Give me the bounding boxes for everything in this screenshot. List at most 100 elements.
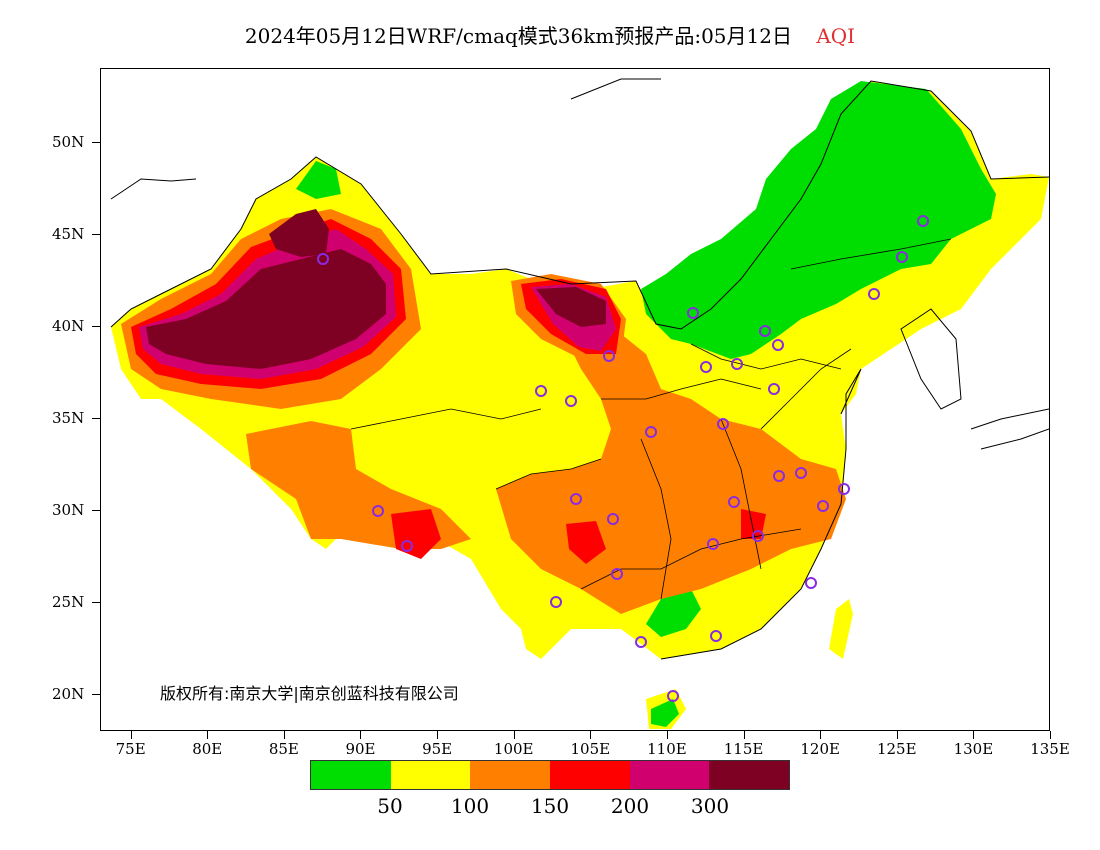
- station-marker: [805, 577, 817, 589]
- region-hazardous-junggar: [269, 209, 329, 257]
- station-marker: [773, 470, 785, 482]
- longitude-tick: [820, 731, 822, 739]
- coastline-east: [660, 368, 862, 660]
- longitude-label: 100E: [493, 740, 534, 758]
- latitude-label: 35N: [52, 408, 85, 427]
- legend-swatch: [629, 761, 710, 789]
- station-marker: [896, 251, 908, 263]
- title-text: 2024年05月12日WRF/cmaq模式36km预报产品:05月12日: [244, 24, 792, 48]
- station-marker: [570, 493, 582, 505]
- longitude-label: 90E: [345, 740, 376, 758]
- station-marker: [817, 500, 829, 512]
- longitude-label: 130E: [953, 740, 994, 758]
- longitude-label: 75E: [115, 740, 146, 758]
- station-marker: [607, 513, 619, 525]
- legend-threshold-label: 100: [450, 794, 490, 818]
- region-good-northwest: [296, 161, 341, 199]
- station-marker: [728, 496, 740, 508]
- station-marker: [401, 540, 413, 552]
- legend-swatch: [709, 761, 790, 789]
- legend-swatch: [390, 761, 471, 789]
- station-marker: [917, 215, 929, 227]
- station-marker: [710, 630, 722, 642]
- station-marker: [687, 307, 699, 319]
- station-marker: [838, 483, 850, 495]
- longitude-label: 80E: [192, 740, 223, 758]
- latitude-label: 40N: [52, 316, 85, 335]
- longitude-tick: [437, 731, 439, 739]
- station-marker: [768, 383, 780, 395]
- longitude-label: 95E: [422, 740, 453, 758]
- latitude-tick: [92, 141, 100, 143]
- region-unhealthy-sichuan: [566, 521, 606, 564]
- legend-threshold-label: 150: [530, 794, 570, 818]
- longitude-tick: [666, 731, 668, 739]
- station-markers: [317, 215, 929, 702]
- longitude-tick: [896, 731, 898, 739]
- station-marker: [565, 395, 577, 407]
- longitude-label: 125E: [876, 740, 917, 758]
- station-marker: [372, 505, 384, 517]
- region-good-hainan: [651, 699, 679, 727]
- longitude-tick: [973, 731, 975, 739]
- longitude-tick: [513, 731, 515, 739]
- map-title: 2024年05月12日WRF/cmaq模式36km预报产品:05月12日 AQI: [0, 20, 1100, 49]
- latitude-tick: [92, 602, 100, 604]
- region-unhealthy-tibet: [391, 509, 441, 559]
- region-taiwan: [829, 599, 853, 659]
- longitude-label: 120E: [800, 740, 840, 758]
- longitude-label: 110E: [647, 740, 687, 758]
- aqi-map: [110, 78, 1049, 729]
- longitude-label: 135E: [1030, 740, 1070, 758]
- station-marker: [535, 385, 547, 397]
- latitude-tick: [92, 417, 100, 419]
- latitude-label: 20N: [52, 685, 85, 704]
- longitude-label: 115E: [723, 740, 764, 758]
- latitude-tick: [92, 694, 100, 696]
- legend-threshold-label: 50: [377, 794, 403, 818]
- legend-threshold-label: 300: [690, 794, 730, 818]
- aqi-color-legend: [310, 760, 790, 790]
- station-marker: [868, 288, 880, 300]
- korea-japan-outline: [900, 308, 1049, 450]
- latitude-label: 25N: [52, 593, 85, 612]
- station-marker: [717, 418, 729, 430]
- legend-threshold-label: 200: [610, 794, 650, 818]
- region-hazardous-alxa: [536, 287, 606, 327]
- latitude-label: 30N: [52, 501, 85, 519]
- station-marker: [772, 339, 784, 351]
- latitude-tick: [92, 325, 100, 327]
- latitude-tick: [92, 233, 100, 235]
- legend-swatch: [550, 761, 630, 789]
- copyright-text: 版权所有:南京大学|南京创蓝科技有限公司: [160, 684, 459, 703]
- station-marker: [550, 596, 562, 608]
- longitude-tick: [360, 731, 362, 739]
- station-marker: [700, 361, 712, 373]
- station-marker: [707, 538, 719, 550]
- longitude-tick: [743, 731, 745, 739]
- region-hazardous-taklimakan: [146, 249, 386, 369]
- map-panel[interactable]: [100, 68, 1050, 731]
- parameter-label: AQI: [816, 24, 856, 48]
- longitude-label: 105E: [570, 740, 611, 758]
- longitude-tick: [130, 731, 132, 739]
- station-marker: [317, 253, 329, 265]
- station-marker: [731, 358, 743, 370]
- longitude-tick: [283, 731, 285, 739]
- province-borders: [350, 238, 952, 600]
- station-marker: [611, 568, 623, 580]
- station-marker: [667, 690, 679, 702]
- station-marker: [752, 530, 764, 542]
- longitude-tick: [590, 731, 592, 739]
- longitude-label: 85E: [268, 740, 299, 758]
- mongolia-border: [110, 78, 661, 200]
- legend-swatch: [311, 761, 391, 789]
- latitude-label: 45N: [52, 224, 85, 243]
- latitude-label: 50N: [52, 132, 85, 151]
- longitude-tick: [1050, 731, 1051, 739]
- station-marker: [645, 426, 657, 438]
- legend-swatch: [470, 761, 551, 789]
- latitude-tick: [92, 510, 100, 511]
- station-marker: [603, 350, 615, 362]
- station-marker: [759, 325, 771, 337]
